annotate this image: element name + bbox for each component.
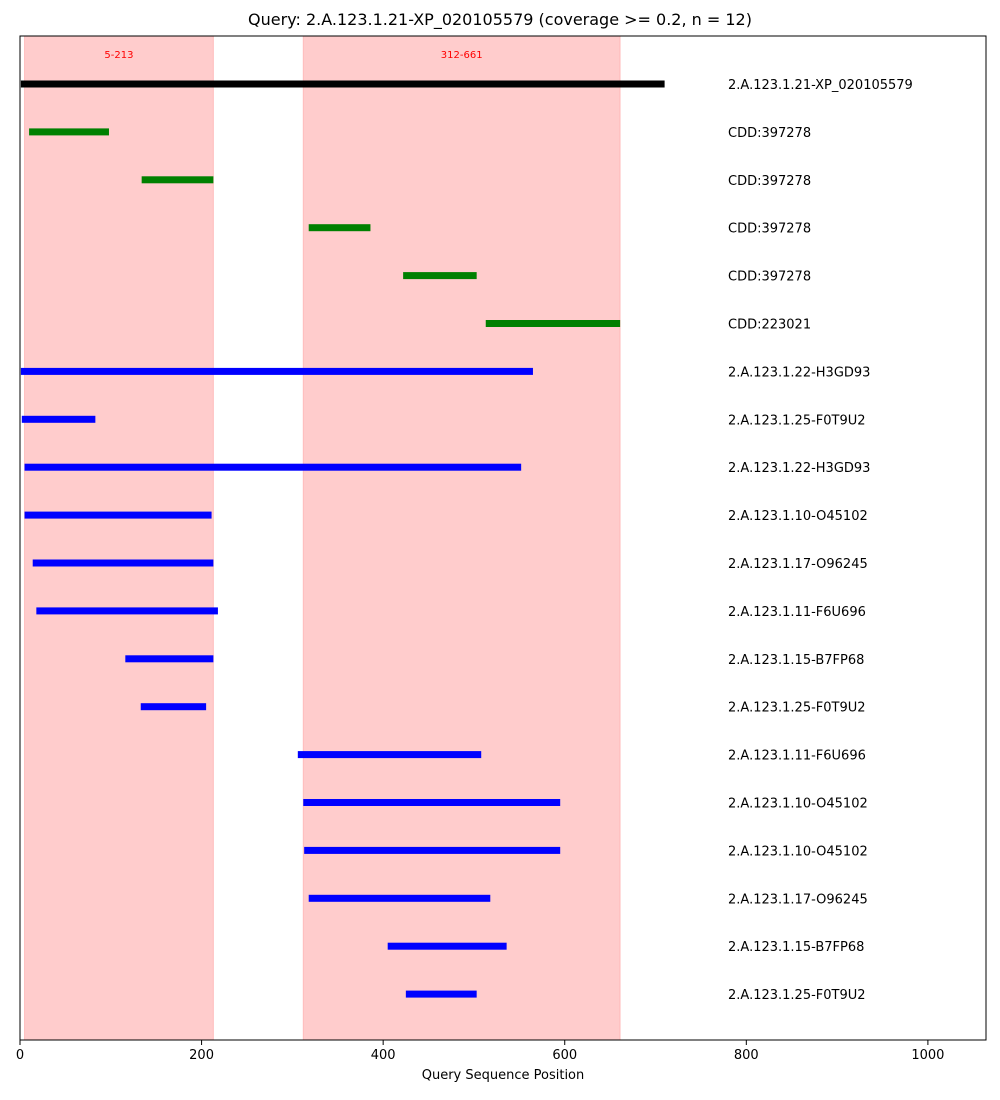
row-label: 2.A.123.1.21-XP_020105579 (728, 78, 913, 93)
row-label: 2.A.123.1.15-B7FP68 (728, 940, 864, 955)
chart-title: Query: 2.A.123.1.21-XP_020105579 (covera… (248, 10, 752, 29)
x-tick-label: 200 (189, 1048, 214, 1063)
row-label: 2.A.123.1.25-F0T9U2 (728, 988, 866, 1003)
x-tick-label: 800 (734, 1048, 759, 1063)
alignment-bar (36, 607, 218, 615)
alignment-bar (387, 942, 507, 950)
alignment-bar (24, 463, 522, 471)
row-label: 2.A.123.1.17-O96245 (728, 892, 868, 907)
highlight-region (24, 35, 214, 1041)
row-label: 2.A.123.1.25-F0T9U2 (728, 413, 866, 428)
plot-frame (19, 35, 987, 1041)
row-label: CDD:223021 (728, 318, 811, 333)
alignment-bar (303, 799, 561, 806)
x-axis-label: Query Sequence Position (421, 1068, 585, 1083)
row-label: CDD:397278 (728, 126, 811, 141)
alignment-bar (485, 320, 621, 327)
row-label: 2.A.123.1.10-O45102 (728, 797, 868, 812)
region-label: 312-661 (441, 50, 483, 61)
row-label: 2.A.123.1.17-O96245 (728, 557, 868, 572)
alignment-bar (21, 415, 96, 423)
row-label: 2.A.123.1.25-F0T9U2 (728, 701, 866, 716)
x-axis-ticks: 0 200 400 600 800 1000 (16, 1040, 944, 1063)
row-label: 2.A.123.1.11-F6U696 (728, 749, 866, 764)
row-label: 2.A.123.1.11-F6U696 (728, 605, 866, 620)
alignment-bar (297, 751, 482, 759)
x-tick-label: 600 (552, 1048, 577, 1063)
alignment-bar (32, 559, 214, 567)
row-label: 2.A.123.1.10-O45102 (728, 509, 868, 524)
row-label: 2.A.123.1.22-H3GD93 (728, 461, 870, 476)
highlight-regions: 5-213 312-661 (24, 35, 621, 1041)
row-label: CDD:397278 (728, 270, 811, 285)
alignment-bar (24, 511, 212, 519)
alignment-bar (405, 990, 477, 998)
row-label: 2.A.123.1.15-B7FP68 (728, 653, 864, 668)
row-label: 2.A.123.1.22-H3GD93 (728, 365, 870, 380)
alignment-bar (29, 128, 109, 136)
region-label: 5-213 (104, 50, 133, 61)
row-label: CDD:397278 (728, 222, 811, 237)
alignment-bar (140, 703, 207, 711)
alignment-bar (20, 367, 533, 375)
row-label: CDD:397278 (728, 174, 811, 189)
alignment-bar (20, 80, 665, 88)
alignment-bar (141, 176, 214, 184)
alignment-bar (308, 224, 371, 232)
x-tick-label: 400 (371, 1048, 396, 1063)
alignment-bar (308, 894, 491, 902)
x-tick-label: 1000 (911, 1048, 944, 1063)
x-tick-label: 0 (16, 1048, 24, 1063)
alignment-bar (403, 272, 477, 280)
alignment-bar (125, 655, 214, 663)
highlight-region (302, 35, 621, 1041)
row-label: 2.A.123.1.10-O45102 (728, 844, 868, 859)
row-labels: 2.A.123.1.21-XP_020105579 CDD:397278 CDD:3… (728, 78, 913, 1003)
alignment-bars (20, 80, 665, 998)
alignment-bar (304, 846, 561, 854)
